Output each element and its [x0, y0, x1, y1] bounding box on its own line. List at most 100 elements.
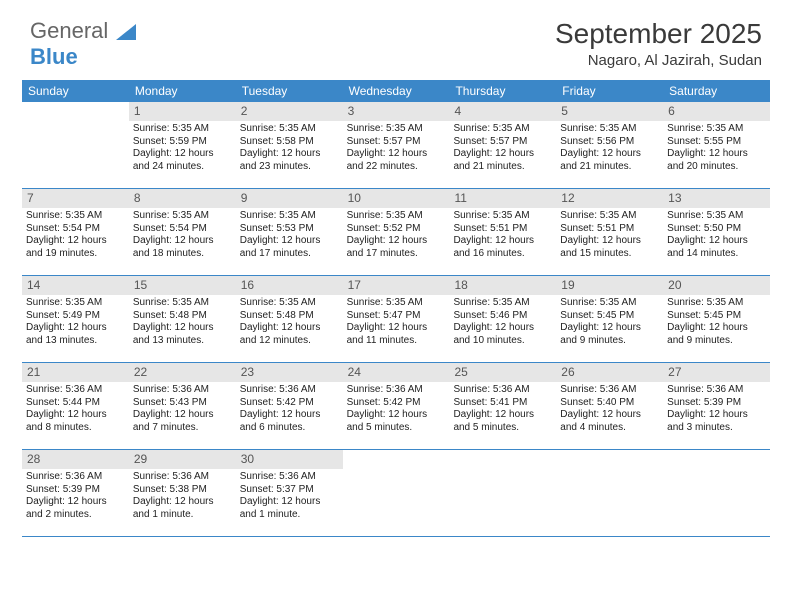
- info-line: Sunset: 5:56 PM: [560, 136, 659, 149]
- info-line: Sunrise: 5:35 AM: [560, 210, 659, 223]
- info-line: Daylight: 12 hours: [240, 322, 339, 335]
- info-line: Sunset: 5:45 PM: [667, 310, 766, 323]
- day-info: Sunrise: 5:35 AMSunset: 5:55 PMDaylight:…: [663, 121, 770, 177]
- day-number: 1: [129, 102, 236, 121]
- info-line: Sunrise: 5:36 AM: [26, 471, 125, 484]
- day-cell: [449, 450, 556, 536]
- day-info: Sunrise: 5:36 AMSunset: 5:39 PMDaylight:…: [22, 469, 129, 525]
- day-cell: 25Sunrise: 5:36 AMSunset: 5:41 PMDayligh…: [449, 363, 556, 449]
- info-line: Daylight: 12 hours: [453, 148, 552, 161]
- info-line: Sunrise: 5:35 AM: [347, 297, 446, 310]
- info-line: and 22 minutes.: [347, 161, 446, 174]
- info-line: Daylight: 12 hours: [133, 409, 232, 422]
- info-line: Sunset: 5:48 PM: [133, 310, 232, 323]
- info-line: and 23 minutes.: [240, 161, 339, 174]
- info-line: and 21 minutes.: [560, 161, 659, 174]
- day-info: Sunrise: 5:35 AMSunset: 5:50 PMDaylight:…: [663, 208, 770, 264]
- day-number: 20: [663, 276, 770, 295]
- info-line: Sunset: 5:37 PM: [240, 484, 339, 497]
- day-info: Sunrise: 5:35 AMSunset: 5:49 PMDaylight:…: [22, 295, 129, 351]
- info-line: Sunrise: 5:35 AM: [240, 123, 339, 136]
- day-cell: 2Sunrise: 5:35 AMSunset: 5:58 PMDaylight…: [236, 102, 343, 188]
- day-info: Sunrise: 5:35 AMSunset: 5:59 PMDaylight:…: [129, 121, 236, 177]
- week-row: 14Sunrise: 5:35 AMSunset: 5:49 PMDayligh…: [22, 276, 770, 363]
- info-line: Sunset: 5:45 PM: [560, 310, 659, 323]
- info-line: Sunrise: 5:36 AM: [240, 384, 339, 397]
- day-header: Thursday: [449, 80, 556, 102]
- day-number: 18: [449, 276, 556, 295]
- info-line: Sunrise: 5:35 AM: [133, 123, 232, 136]
- info-line: Sunrise: 5:35 AM: [347, 123, 446, 136]
- day-cell: 13Sunrise: 5:35 AMSunset: 5:50 PMDayligh…: [663, 189, 770, 275]
- logo-text-1: General: [30, 18, 108, 43]
- day-number: 17: [343, 276, 450, 295]
- day-cell: 5Sunrise: 5:35 AMSunset: 5:56 PMDaylight…: [556, 102, 663, 188]
- day-cell: 23Sunrise: 5:36 AMSunset: 5:42 PMDayligh…: [236, 363, 343, 449]
- week-row: 1Sunrise: 5:35 AMSunset: 5:59 PMDaylight…: [22, 102, 770, 189]
- info-line: Sunrise: 5:35 AM: [240, 210, 339, 223]
- info-line: and 14 minutes.: [667, 248, 766, 261]
- day-number: 13: [663, 189, 770, 208]
- info-line: and 10 minutes.: [453, 335, 552, 348]
- info-line: and 3 minutes.: [667, 422, 766, 435]
- info-line: Sunset: 5:48 PM: [240, 310, 339, 323]
- header: September 2025 Nagaro, Al Jazirah, Sudan: [555, 18, 762, 69]
- info-line: Sunrise: 5:35 AM: [667, 297, 766, 310]
- info-line: Daylight: 12 hours: [453, 322, 552, 335]
- day-cell: 4Sunrise: 5:35 AMSunset: 5:57 PMDaylight…: [449, 102, 556, 188]
- info-line: Daylight: 12 hours: [347, 235, 446, 248]
- info-line: Daylight: 12 hours: [133, 322, 232, 335]
- info-line: Daylight: 12 hours: [26, 409, 125, 422]
- day-info: Sunrise: 5:35 AMSunset: 5:48 PMDaylight:…: [236, 295, 343, 351]
- day-header: Monday: [129, 80, 236, 102]
- day-number: 3: [343, 102, 450, 121]
- day-info: Sunrise: 5:35 AMSunset: 5:53 PMDaylight:…: [236, 208, 343, 264]
- info-line: Daylight: 12 hours: [133, 496, 232, 509]
- info-line: Sunrise: 5:35 AM: [453, 123, 552, 136]
- day-cell: 11Sunrise: 5:35 AMSunset: 5:51 PMDayligh…: [449, 189, 556, 275]
- info-line: and 11 minutes.: [347, 335, 446, 348]
- info-line: and 18 minutes.: [133, 248, 232, 261]
- week-row: 28Sunrise: 5:36 AMSunset: 5:39 PMDayligh…: [22, 450, 770, 537]
- info-line: Sunset: 5:43 PM: [133, 397, 232, 410]
- info-line: and 9 minutes.: [560, 335, 659, 348]
- day-number: 24: [343, 363, 450, 382]
- day-info: Sunrise: 5:35 AMSunset: 5:51 PMDaylight:…: [449, 208, 556, 264]
- day-cell: 21Sunrise: 5:36 AMSunset: 5:44 PMDayligh…: [22, 363, 129, 449]
- day-info: Sunrise: 5:36 AMSunset: 5:40 PMDaylight:…: [556, 382, 663, 438]
- info-line: Daylight: 12 hours: [26, 322, 125, 335]
- info-line: Sunrise: 5:35 AM: [667, 123, 766, 136]
- week-row: 7Sunrise: 5:35 AMSunset: 5:54 PMDaylight…: [22, 189, 770, 276]
- info-line: Daylight: 12 hours: [560, 322, 659, 335]
- day-cell: 16Sunrise: 5:35 AMSunset: 5:48 PMDayligh…: [236, 276, 343, 362]
- info-line: and 17 minutes.: [347, 248, 446, 261]
- day-number: 12: [556, 189, 663, 208]
- month-title: September 2025: [555, 18, 762, 50]
- day-info: Sunrise: 5:36 AMSunset: 5:43 PMDaylight:…: [129, 382, 236, 438]
- info-line: Sunset: 5:42 PM: [347, 397, 446, 410]
- info-line: Sunrise: 5:36 AM: [240, 471, 339, 484]
- day-info: Sunrise: 5:35 AMSunset: 5:51 PMDaylight:…: [556, 208, 663, 264]
- info-line: and 5 minutes.: [453, 422, 552, 435]
- day-number: 19: [556, 276, 663, 295]
- day-info: Sunrise: 5:35 AMSunset: 5:45 PMDaylight:…: [663, 295, 770, 351]
- day-info: Sunrise: 5:36 AMSunset: 5:39 PMDaylight:…: [663, 382, 770, 438]
- info-line: Daylight: 12 hours: [667, 235, 766, 248]
- info-line: Sunrise: 5:35 AM: [133, 297, 232, 310]
- day-number: 6: [663, 102, 770, 121]
- info-line: Daylight: 12 hours: [347, 322, 446, 335]
- info-line: Daylight: 12 hours: [667, 322, 766, 335]
- info-line: Sunset: 5:51 PM: [560, 223, 659, 236]
- day-cell: 14Sunrise: 5:35 AMSunset: 5:49 PMDayligh…: [22, 276, 129, 362]
- day-cell: [556, 450, 663, 536]
- day-cell: 3Sunrise: 5:35 AMSunset: 5:57 PMDaylight…: [343, 102, 450, 188]
- info-line: Sunset: 5:50 PM: [667, 223, 766, 236]
- info-line: Daylight: 12 hours: [560, 148, 659, 161]
- day-number: 27: [663, 363, 770, 382]
- day-cell: 15Sunrise: 5:35 AMSunset: 5:48 PMDayligh…: [129, 276, 236, 362]
- day-cell: [22, 102, 129, 188]
- calendar: SundayMondayTuesdayWednesdayThursdayFrid…: [22, 80, 770, 537]
- info-line: and 24 minutes.: [133, 161, 232, 174]
- info-line: Sunset: 5:52 PM: [347, 223, 446, 236]
- day-cell: 18Sunrise: 5:35 AMSunset: 5:46 PMDayligh…: [449, 276, 556, 362]
